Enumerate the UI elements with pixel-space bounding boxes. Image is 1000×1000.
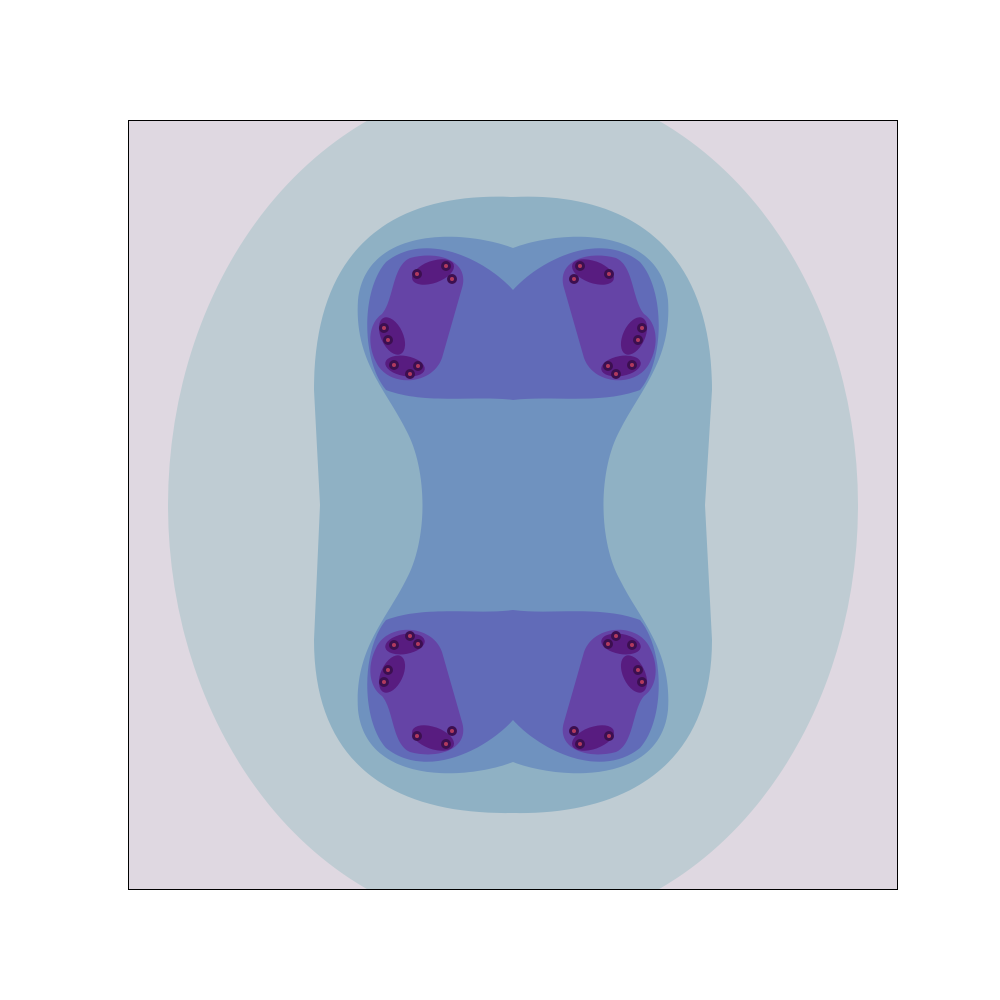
contour-level bbox=[578, 742, 582, 746]
contour-level bbox=[415, 734, 419, 738]
contour-level bbox=[572, 729, 576, 733]
contour-level bbox=[408, 372, 412, 376]
contour-level bbox=[606, 642, 610, 646]
contour-level bbox=[416, 642, 420, 646]
contour-level bbox=[606, 364, 610, 368]
contour-level bbox=[630, 643, 634, 647]
contour-level bbox=[572, 277, 576, 281]
plot-area bbox=[128, 120, 898, 890]
contour-level bbox=[636, 668, 640, 672]
contour-level bbox=[640, 326, 644, 330]
contour-level bbox=[382, 680, 386, 684]
contour-level bbox=[614, 372, 618, 376]
petal-group bbox=[370, 629, 464, 755]
contour-level bbox=[444, 742, 448, 746]
contour-level bbox=[386, 338, 390, 342]
contour-level bbox=[614, 634, 618, 638]
contour-level bbox=[450, 729, 454, 733]
contour-level bbox=[640, 680, 644, 684]
plot-frame bbox=[128, 120, 898, 890]
contour-level bbox=[408, 634, 412, 638]
contour-level bbox=[444, 264, 448, 268]
contour-level bbox=[382, 326, 386, 330]
petal-group bbox=[562, 255, 656, 381]
contour-level bbox=[415, 272, 419, 276]
contour-level bbox=[450, 277, 454, 281]
contour-level bbox=[386, 668, 390, 672]
contour-level bbox=[392, 363, 396, 367]
contour-level bbox=[636, 338, 640, 342]
petal-group bbox=[370, 255, 464, 381]
contour-level bbox=[630, 363, 634, 367]
contour-level bbox=[607, 734, 611, 738]
contour-level bbox=[416, 364, 420, 368]
petal-group bbox=[562, 629, 656, 755]
contour-level bbox=[392, 643, 396, 647]
contour-level bbox=[578, 264, 582, 268]
contour-level bbox=[607, 272, 611, 276]
